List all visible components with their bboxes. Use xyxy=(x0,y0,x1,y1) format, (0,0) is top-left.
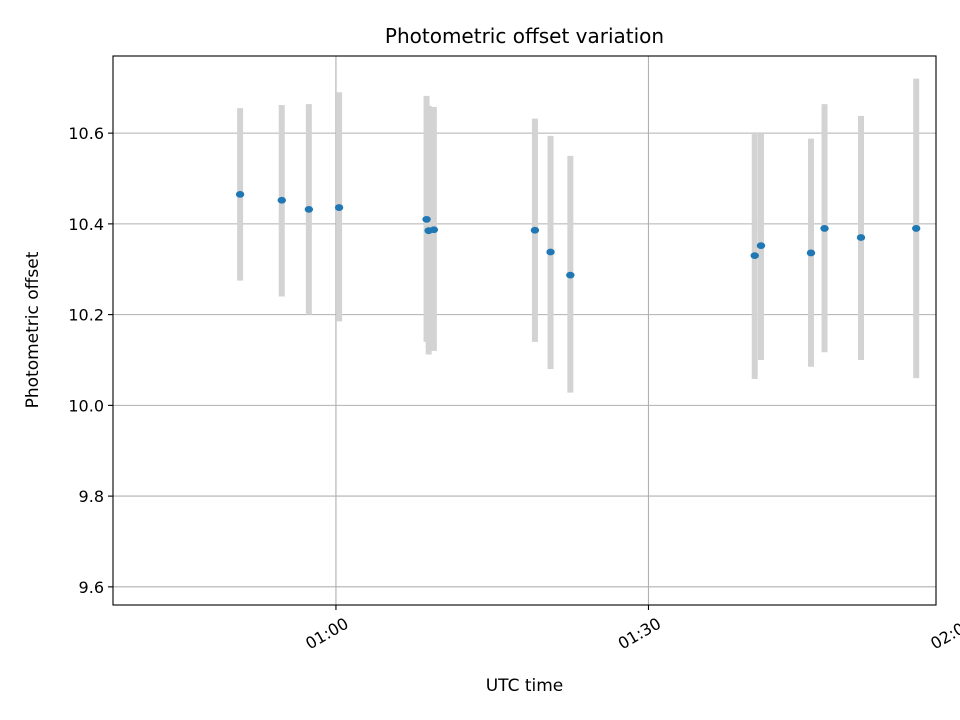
chart-title: Photometric offset variation xyxy=(385,24,664,48)
y-axis-label: Photometric offset xyxy=(23,251,43,408)
data-point xyxy=(856,234,866,241)
y-tick-label: 10.6 xyxy=(68,124,104,143)
y-tick-label: 10.0 xyxy=(68,396,104,415)
data-point xyxy=(546,248,555,256)
x-axis-label: UTC time xyxy=(486,676,564,696)
data-point xyxy=(806,249,816,257)
grid xyxy=(113,56,936,605)
y-tick-label: 10.2 xyxy=(68,306,104,325)
y-tick-label: 10.4 xyxy=(68,215,104,234)
y-tick-label: 9.8 xyxy=(79,487,104,506)
data-point xyxy=(235,190,245,198)
data-point xyxy=(820,225,829,232)
data-point xyxy=(566,271,575,279)
data-point xyxy=(756,242,766,250)
y-axis-ticks: 9.6 9.8 10.0 10.2 10.4 10.6 xyxy=(68,124,113,597)
data-point xyxy=(912,225,921,232)
data-point xyxy=(304,205,314,213)
data-point xyxy=(750,252,759,260)
data-point xyxy=(422,215,431,223)
data-point xyxy=(429,226,439,234)
data-point xyxy=(277,196,286,204)
plot-area-frame xyxy=(112,55,937,606)
data-point xyxy=(530,226,540,234)
y-tick-label: 9.6 xyxy=(79,578,104,597)
data-points xyxy=(235,190,921,279)
data-point xyxy=(334,204,344,211)
